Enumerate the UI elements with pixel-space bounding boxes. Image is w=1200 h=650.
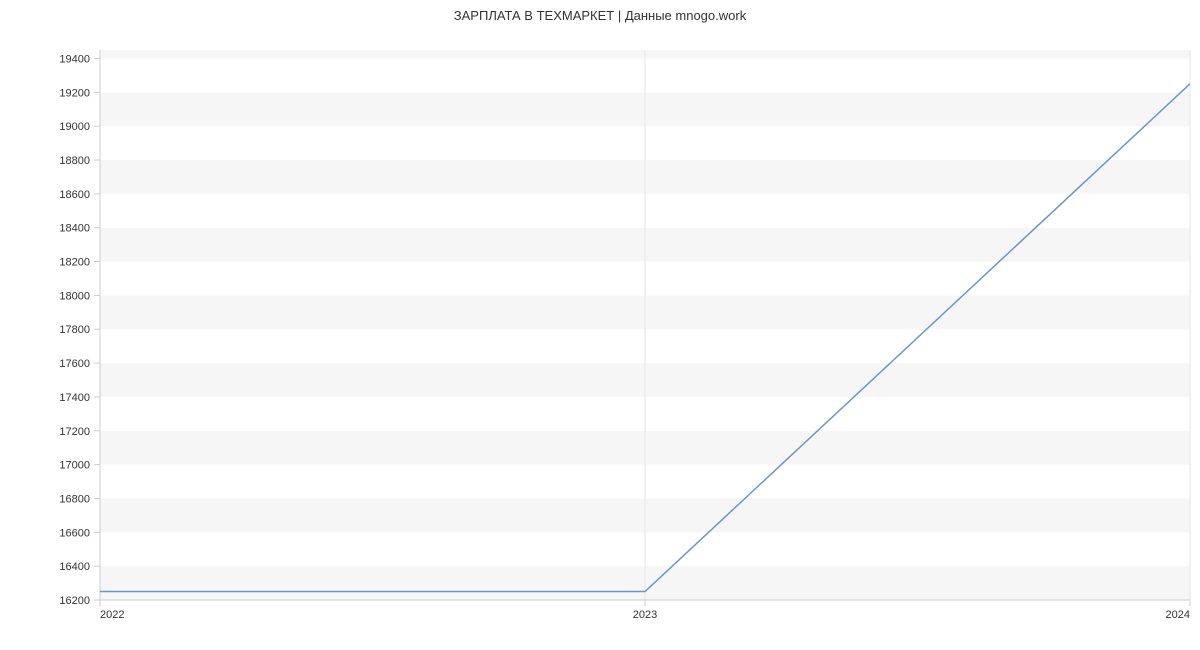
y-tick-label: 18800 bbox=[59, 155, 90, 167]
y-tick-label: 17200 bbox=[59, 426, 90, 438]
x-tick-label: 2022 bbox=[100, 609, 124, 621]
y-tick-label: 18200 bbox=[59, 257, 90, 269]
y-tick-label: 18600 bbox=[59, 189, 90, 201]
chart-svg: 16200 16400 16600 16800 17000 17200 17400 17600… bbox=[0, 0, 1200, 650]
chart-title: ЗАРПЛАТА В ТЕХМАРКЕТ | Данные mnogo.work bbox=[0, 8, 1200, 23]
y-tick-label: 16600 bbox=[59, 527, 90, 539]
salary-line-chart: ЗАРПЛАТА В ТЕХМАРКЕТ | Данные mnogo.work… bbox=[0, 0, 1200, 650]
y-tick-label: 18000 bbox=[59, 290, 90, 302]
y-tick-label: 18400 bbox=[59, 223, 90, 235]
y-tick-label: 19400 bbox=[59, 53, 90, 65]
y-tick-label: 17800 bbox=[59, 324, 90, 336]
y-tick-label: 17400 bbox=[59, 392, 90, 404]
y-tick-label: 16400 bbox=[59, 561, 90, 573]
y-tick-label: 19200 bbox=[59, 87, 90, 99]
y-tick-label: 16800 bbox=[59, 493, 90, 505]
y-tick-label: 19000 bbox=[59, 121, 90, 133]
y-tick-label: 17600 bbox=[59, 358, 90, 370]
x-tick-label: 2024 bbox=[1166, 609, 1190, 621]
x-tick-label: 2023 bbox=[633, 609, 657, 621]
y-tick-label: 16200 bbox=[59, 595, 90, 607]
y-tick-label: 17000 bbox=[59, 460, 90, 472]
